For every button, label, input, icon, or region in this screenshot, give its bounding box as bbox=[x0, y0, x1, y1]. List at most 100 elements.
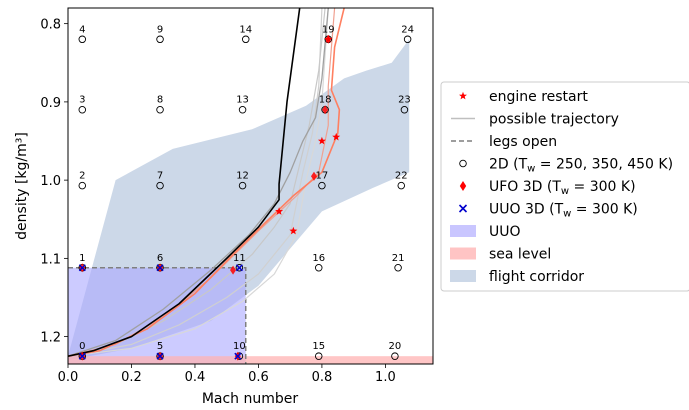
sea-level-band bbox=[68, 356, 433, 364]
point-label: 2 bbox=[79, 171, 85, 182]
y-tick-label: 0.8 bbox=[40, 18, 61, 33]
point-label: 16 bbox=[312, 253, 325, 264]
2d-point bbox=[156, 181, 164, 190]
y-tick-label: 1.2 bbox=[40, 331, 61, 346]
point-label: 3 bbox=[79, 95, 85, 106]
legend-label: legs open bbox=[489, 134, 557, 150]
legend-label: flight corridor bbox=[489, 269, 584, 285]
uuo-3d-point bbox=[78, 352, 86, 360]
point-label: 4 bbox=[79, 24, 85, 35]
legend-marker-patch bbox=[450, 270, 476, 282]
trajectory-line bbox=[68, 8, 345, 357]
x-tick-label: 1.0 bbox=[375, 370, 396, 385]
legend-marker-patch bbox=[450, 247, 476, 260]
legend-label: UUO 3D (Tw = 300 K) bbox=[489, 202, 638, 220]
uuo-3d-point bbox=[78, 264, 86, 272]
2d-point bbox=[391, 352, 399, 360]
trajectory-line bbox=[68, 8, 329, 357]
2d-point bbox=[235, 264, 244, 272]
y-tick-label: 1.1 bbox=[40, 252, 61, 267]
plot-frame bbox=[67, 7, 434, 365]
2d-point bbox=[156, 105, 164, 114]
point-label: 11 bbox=[233, 253, 246, 264]
ufo-3d-point bbox=[230, 265, 237, 275]
legend-label: sea level bbox=[489, 247, 551, 263]
point-label: 19 bbox=[322, 24, 335, 35]
2d-point bbox=[238, 105, 247, 114]
legend-label: UFO 3D (Tw = 300 K) bbox=[489, 179, 636, 197]
point-label: 12 bbox=[236, 171, 249, 182]
2d-point bbox=[314, 264, 323, 272]
x-tick-label: 0.2 bbox=[121, 370, 142, 385]
engine-restart-point bbox=[324, 35, 333, 43]
x-tick-label: 0.6 bbox=[248, 370, 269, 385]
engine-restart-point bbox=[332, 132, 341, 141]
point-label: 13 bbox=[236, 95, 249, 106]
point-label: 9 bbox=[157, 24, 163, 35]
point-label: 7 bbox=[157, 171, 163, 182]
uuo-3d-point bbox=[235, 264, 243, 272]
legend-marker-x bbox=[458, 204, 468, 213]
trajectory-line bbox=[68, 8, 301, 357]
2d-point bbox=[241, 35, 250, 44]
engine-restart-point bbox=[317, 136, 326, 145]
point-label: 15 bbox=[312, 341, 325, 352]
point-label: 23 bbox=[398, 95, 411, 106]
legend-label: engine restart bbox=[489, 89, 588, 105]
uuo-3d-point bbox=[156, 352, 164, 360]
2d-point bbox=[156, 35, 164, 44]
legend: engine restart possible trajectory legs op… bbox=[440, 81, 689, 292]
uuo-3d-point bbox=[156, 264, 164, 272]
point-label: 20 bbox=[389, 341, 402, 352]
2d-point bbox=[318, 181, 326, 190]
point-label: 1 bbox=[79, 253, 85, 264]
x-tick-label: 0.8 bbox=[312, 370, 333, 385]
legend-label: possible trajectory bbox=[489, 112, 619, 128]
point-label: 21 bbox=[392, 253, 405, 264]
axes: 0.0 0.2 0.4 0.6 0.8 1.0 0.8 0.9 1.0 1.1 1.2 bbox=[40, 18, 395, 385]
2d-point bbox=[78, 181, 87, 190]
2d-point bbox=[403, 35, 412, 44]
x-tick-label: 0.0 bbox=[58, 370, 79, 385]
point-label: 0 bbox=[79, 341, 85, 352]
point-label: 8 bbox=[157, 95, 163, 106]
2d-point bbox=[400, 105, 409, 114]
2d-point bbox=[394, 264, 402, 272]
x-axis-label: Mach number bbox=[202, 391, 299, 407]
point-label: 6 bbox=[157, 253, 163, 264]
point-label: 18 bbox=[319, 95, 332, 106]
2d-point bbox=[314, 352, 323, 360]
point-label: 10 bbox=[233, 341, 246, 352]
legend-marker-circle bbox=[459, 159, 467, 168]
legend-box bbox=[440, 81, 689, 292]
point-label: 22 bbox=[395, 171, 408, 182]
legs-open-boundary bbox=[68, 267, 247, 364]
x-tick-label: 0.4 bbox=[185, 370, 206, 385]
legend-marker-star bbox=[459, 91, 467, 100]
point-label: 17 bbox=[316, 171, 329, 182]
trajectory-line bbox=[68, 8, 329, 357]
y-axis-label: density [kg/m³] bbox=[14, 132, 30, 240]
legend-label: 2D (Tw = 250, 350, 450 K) bbox=[489, 157, 673, 175]
point-label: 14 bbox=[239, 24, 252, 35]
point-label: 5 bbox=[157, 341, 163, 352]
trajectory-line bbox=[68, 8, 323, 357]
engine-restart-point bbox=[289, 226, 298, 235]
uuo-3d-point bbox=[234, 352, 242, 360]
legend-label: UUO bbox=[489, 224, 521, 240]
engine-restart-point bbox=[275, 207, 284, 215]
y-tick-label: 1.0 bbox=[40, 174, 61, 189]
2d-point bbox=[78, 105, 87, 114]
ufo-3d-point bbox=[322, 105, 329, 115]
uuo-region bbox=[68, 267, 246, 364]
y-tick-label: 0.9 bbox=[40, 96, 61, 111]
ufo-3d-point bbox=[310, 171, 317, 181]
legend-marker-diamond bbox=[459, 181, 467, 191]
2d-point bbox=[397, 181, 406, 190]
point-label: 24 bbox=[401, 24, 414, 35]
2d-point bbox=[78, 35, 87, 44]
2d-point bbox=[238, 181, 247, 190]
legend-marker-patch bbox=[450, 225, 476, 237]
